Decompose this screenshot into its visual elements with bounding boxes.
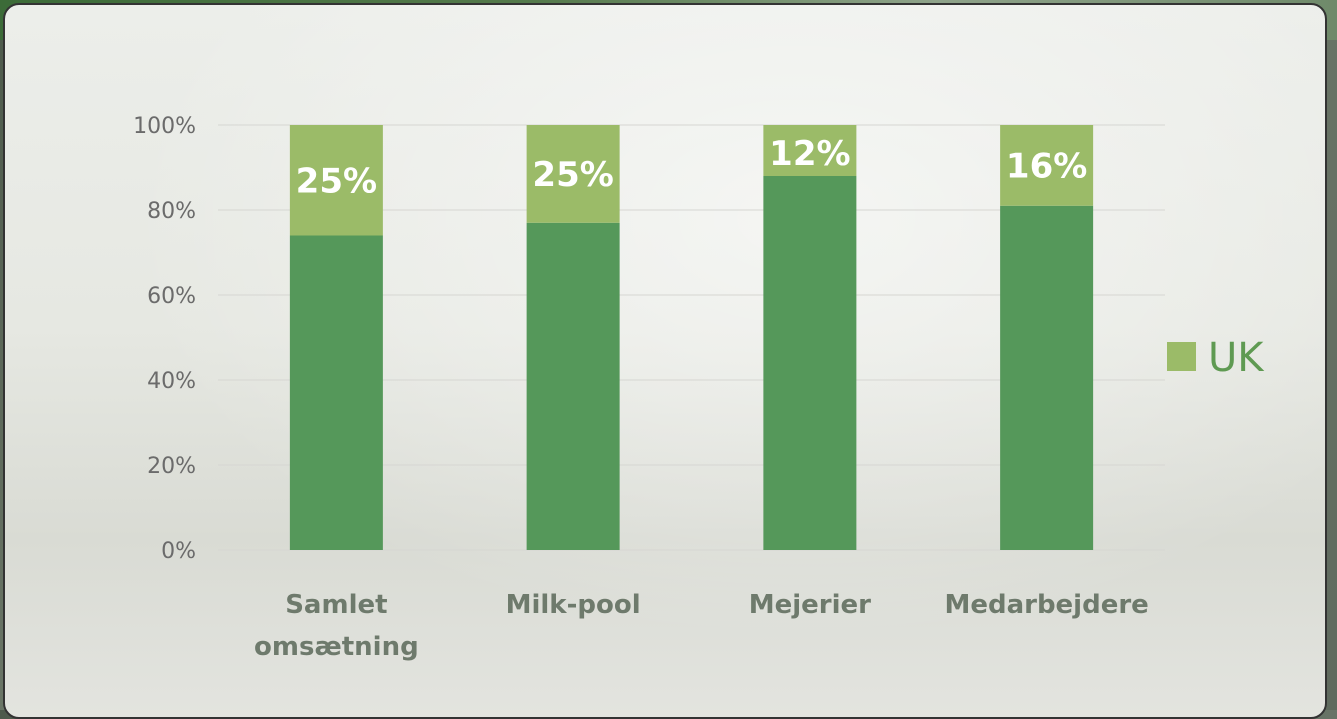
y-tick-label: 40% [147,369,196,394]
bar-segment-uk [526,125,620,223]
legend: UK [1167,335,1265,381]
x-category-label: Samlet [285,590,387,620]
bar-segment-uk [289,125,383,236]
y-tick-label: 0% [161,539,196,564]
legend-swatch [1167,342,1196,371]
bar-segment-uk [1000,125,1094,206]
data-label: 12% [769,134,850,174]
data-label: 25% [532,155,613,195]
x-category-label: Milk-pool [506,590,641,620]
bar-segment-main [1000,205,1094,550]
y-axis: 0% 20% 40% 60% 80% 100% [133,114,196,564]
data-label: 16% [1006,146,1087,186]
data-label: 25% [296,161,377,201]
bar-segment-uk [763,125,857,176]
bar-segment-main [526,222,620,550]
y-tick-label: 20% [147,454,196,479]
bar-segment-main [289,235,383,550]
x-category-label: Medarbejdere [944,590,1148,620]
x-category-label: omsætning [254,632,419,662]
y-tick-label: 80% [147,199,196,224]
y-tick-label: 100% [133,114,196,139]
bars: 25% 25% 12% 16% [289,125,1094,550]
bar-chart: 0% 20% 40% 60% 80% 100% 25% 25% 12% 16% Samlet om… [133,114,1265,662]
x-axis: Samlet omsætning Milk-pool Mejerier Medarbej… [254,590,1149,662]
y-tick-label: 60% [147,284,196,309]
legend-label: UK [1208,335,1265,381]
bar-segment-main [763,176,857,550]
chart-panel: 0% 20% 40% 60% 80% 100% 25% 25% 12% 16% Samlet om… [3,3,1327,719]
x-category-label: Mejerier [749,590,871,620]
